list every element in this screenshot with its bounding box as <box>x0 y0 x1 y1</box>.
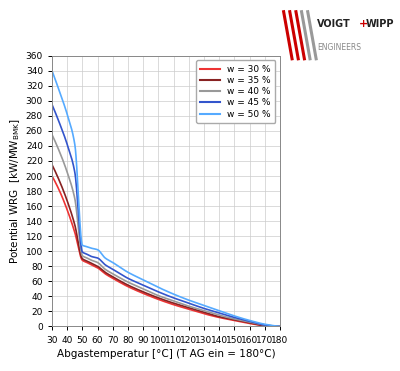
w = 30 % <box>246 321 251 325</box>
w = 30 % <box>188 308 193 312</box>
w = 45 % <box>50 102 54 107</box>
Text: VOIGT: VOIGT <box>317 19 351 29</box>
w = 45 % <box>195 304 200 308</box>
w = 35 % <box>64 195 68 200</box>
w = 45 % <box>64 138 68 143</box>
w = 40 % <box>50 132 54 137</box>
w = 45 % <box>182 299 187 304</box>
w = 40 % <box>182 302 187 307</box>
Y-axis label: Potential WRG  [kW/MW$_{\mathregular{BMK}}$]: Potential WRG [kW/MW$_{\mathregular{BMK}… <box>8 118 22 264</box>
w = 40 % <box>64 167 68 171</box>
w = 35 % <box>278 324 282 329</box>
w = 30 % <box>278 324 282 329</box>
Line: w = 45 %: w = 45 % <box>52 105 280 326</box>
w = 50 % <box>222 311 227 315</box>
Line: w = 40 %: w = 40 % <box>52 135 280 326</box>
w = 50 % <box>195 301 200 305</box>
Text: +: + <box>359 19 368 29</box>
X-axis label: Abgastemperatur [°C] (T AG ein = 180°C): Abgastemperatur [°C] (T AG ein = 180°C) <box>57 349 275 359</box>
Legend: w = 30 %, w = 35 %, w = 40 %, w = 45 %, w = 50 %: w = 30 %, w = 35 %, w = 40 %, w = 45 %, … <box>196 60 276 123</box>
w = 50 % <box>64 108 68 112</box>
w = 45 % <box>188 302 193 306</box>
w = 50 % <box>182 296 187 301</box>
w = 40 % <box>195 306 200 311</box>
w = 45 % <box>278 324 282 329</box>
w = 50 % <box>278 324 282 329</box>
Text: ENGINEERS: ENGINEERS <box>317 43 361 52</box>
Text: WIPP: WIPP <box>366 19 394 29</box>
w = 35 % <box>246 320 251 325</box>
w = 40 % <box>188 305 193 309</box>
w = 35 % <box>188 306 193 311</box>
w = 50 % <box>246 318 251 322</box>
w = 30 % <box>50 174 54 178</box>
Line: w = 35 %: w = 35 % <box>52 165 280 326</box>
w = 40 % <box>222 315 227 319</box>
w = 35 % <box>50 162 54 167</box>
w = 40 % <box>278 324 282 329</box>
w = 45 % <box>246 319 251 323</box>
w = 50 % <box>188 299 193 303</box>
w = 40 % <box>246 319 251 324</box>
w = 30 % <box>182 306 187 310</box>
w = 35 % <box>195 308 200 312</box>
w = 30 % <box>64 204 68 209</box>
w = 35 % <box>222 316 227 320</box>
w = 50 % <box>50 69 54 73</box>
Line: w = 50 %: w = 50 % <box>52 71 280 326</box>
Line: w = 30 %: w = 30 % <box>52 176 280 326</box>
w = 30 % <box>222 316 227 321</box>
w = 35 % <box>182 304 187 309</box>
w = 45 % <box>222 312 227 317</box>
w = 30 % <box>195 309 200 314</box>
